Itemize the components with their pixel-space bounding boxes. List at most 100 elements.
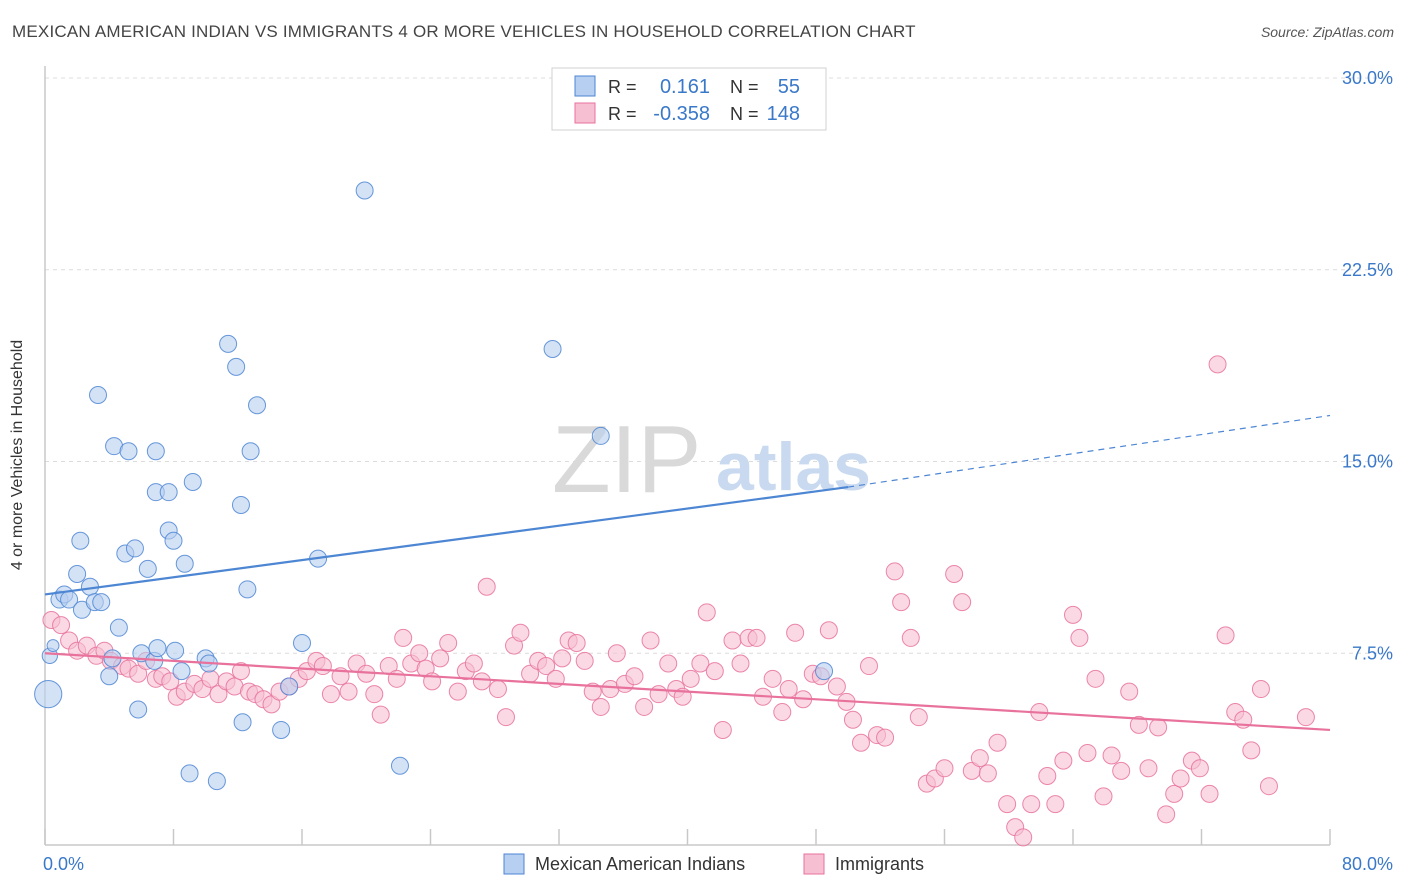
immigrant-point bbox=[649, 685, 668, 704]
immigrant-point bbox=[394, 628, 413, 647]
mexican-american-indian-point bbox=[241, 442, 260, 461]
mexican-american-indian-point bbox=[172, 662, 191, 681]
mexican-american-indian-point bbox=[543, 340, 562, 359]
immigrant-point bbox=[1259, 777, 1278, 796]
legend-swatch-mexican-american-indians bbox=[503, 853, 525, 875]
immigrant-point bbox=[876, 728, 895, 747]
series-legend: Mexican American Indians Immigrants bbox=[503, 853, 924, 875]
y-tick-label: 7.5% bbox=[1352, 643, 1393, 663]
stats-legend-box: R = 0.161 N = 55 R = -0.358 N = 148 bbox=[551, 67, 827, 131]
y-tick-label: 22.5% bbox=[1342, 260, 1393, 280]
immigrant-point bbox=[659, 654, 678, 673]
immigrant-point bbox=[321, 685, 340, 704]
immigrant-point bbox=[1208, 355, 1227, 374]
immigrant-point bbox=[1038, 766, 1057, 785]
immigrant-point bbox=[901, 628, 920, 647]
trend-line-mexican-american-indians bbox=[44, 485, 849, 596]
immigrant-point bbox=[1014, 828, 1033, 847]
immigrant-point bbox=[988, 733, 1007, 752]
immigrant-point bbox=[731, 654, 750, 673]
mexican-american-indian-point bbox=[591, 426, 610, 445]
immigrants-points bbox=[42, 355, 1315, 847]
immigrant-point bbox=[448, 682, 467, 701]
immigrant-point bbox=[1171, 769, 1190, 788]
immigrant-point bbox=[1070, 628, 1089, 647]
immigrant-point bbox=[410, 644, 429, 663]
stats-r-value-pink: -0.358 bbox=[653, 103, 710, 125]
mexican-american-indian-point bbox=[390, 756, 409, 775]
mexican-american-indian-point bbox=[164, 531, 183, 550]
immigrant-point bbox=[1165, 784, 1184, 803]
mexican-american-indian-point bbox=[175, 554, 194, 573]
stats-n-value-blue: 55 bbox=[778, 76, 800, 98]
immigrant-point bbox=[843, 710, 862, 729]
y-axis-label: 4 or more Vehicles in Household bbox=[9, 339, 26, 571]
stats-r-label-pink: R = bbox=[608, 104, 637, 124]
immigrant-point bbox=[892, 593, 911, 612]
mexican-american-indian-point bbox=[68, 564, 87, 583]
immigrant-point bbox=[607, 644, 626, 663]
x-tick-label: 80.0% bbox=[1342, 854, 1393, 874]
immigrant-point bbox=[511, 623, 530, 642]
immigrant-point bbox=[52, 616, 71, 635]
mexican-american-indian-point bbox=[227, 357, 246, 376]
immigrant-point bbox=[827, 677, 846, 696]
immigrant-point bbox=[477, 577, 496, 596]
immigrant-point bbox=[1139, 759, 1158, 778]
mexican-american-indian-point bbox=[92, 593, 111, 612]
immigrant-point bbox=[365, 685, 384, 704]
immigrant-point bbox=[1102, 746, 1121, 765]
immigrant-point bbox=[935, 759, 954, 778]
immigrant-point bbox=[1157, 805, 1176, 824]
immigrant-point bbox=[262, 695, 281, 714]
immigrant-point bbox=[431, 649, 450, 668]
x-tick-label: 0.0% bbox=[43, 854, 84, 874]
immigrant-point bbox=[439, 634, 458, 653]
immigrant-point bbox=[970, 749, 989, 768]
mexican-american-indian-point bbox=[238, 580, 257, 599]
mexican-american-indians-points bbox=[34, 181, 834, 791]
mexican-american-indian-point bbox=[180, 764, 199, 783]
mexican-american-indian-point bbox=[148, 639, 167, 658]
legend-label-immigrants: Immigrants bbox=[835, 854, 924, 874]
stats-n-value-pink: 148 bbox=[767, 103, 800, 125]
immigrant-point bbox=[819, 621, 838, 640]
trend-lines bbox=[44, 414, 1331, 732]
stats-r-label-blue: R = bbox=[608, 77, 637, 97]
watermark-atlas: atlas bbox=[716, 429, 871, 505]
immigrant-point bbox=[1064, 605, 1082, 624]
mexican-american-indian-point bbox=[248, 396, 267, 415]
immigrant-point bbox=[625, 667, 644, 686]
immigrant-point bbox=[953, 593, 972, 612]
mexican-american-indian-point bbox=[280, 677, 299, 696]
immigrant-point bbox=[909, 708, 928, 727]
immigrant-point bbox=[488, 680, 507, 699]
immigrant-point bbox=[339, 682, 358, 701]
immigrant-point bbox=[1200, 784, 1219, 803]
immigrant-point bbox=[496, 708, 515, 727]
mexican-american-indian-point bbox=[183, 472, 202, 491]
immigrant-point bbox=[464, 654, 483, 673]
immigrant-point bbox=[851, 733, 870, 752]
immigrant-point bbox=[786, 623, 805, 642]
source-credit: Source: ZipAtlas.com bbox=[1260, 24, 1394, 40]
immigrant-point bbox=[691, 654, 710, 673]
immigrant-point bbox=[567, 634, 586, 653]
immigrant-point bbox=[1086, 669, 1105, 688]
immigrant-point bbox=[885, 562, 904, 581]
mexican-american-indian-point bbox=[119, 442, 138, 461]
immigrant-point bbox=[681, 669, 700, 688]
mexican-american-indian-point bbox=[125, 539, 144, 558]
immigrant-point bbox=[201, 669, 220, 688]
immigrant-point bbox=[860, 657, 879, 676]
mexican-american-indian-point bbox=[355, 181, 374, 200]
mexican-american-indian-point bbox=[71, 531, 90, 550]
immigrant-point bbox=[945, 564, 964, 583]
mexican-american-indian-point bbox=[293, 634, 311, 653]
immigrant-point bbox=[1190, 759, 1209, 778]
mexican-american-indian-point bbox=[109, 618, 128, 637]
immigrant-point bbox=[1296, 708, 1315, 727]
immigrant-point bbox=[713, 720, 732, 739]
stats-n-label-pink: N = bbox=[730, 104, 759, 124]
